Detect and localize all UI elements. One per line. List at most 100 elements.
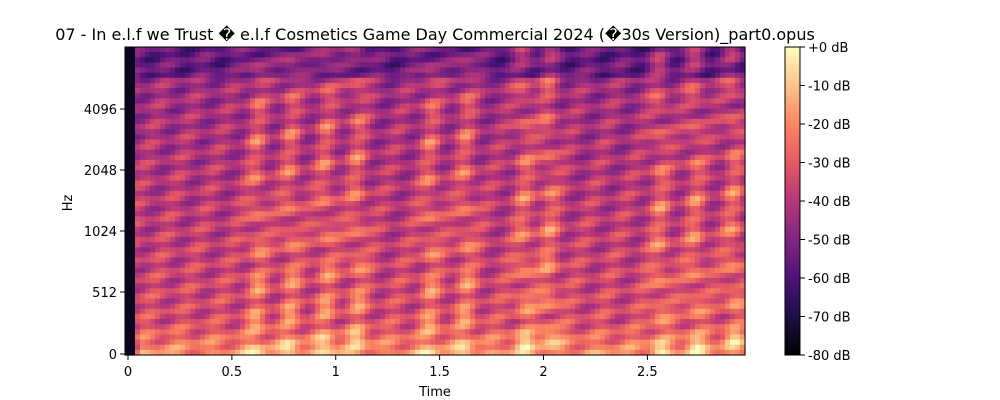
heatmap-cell bbox=[295, 180, 301, 187]
heatmap-cell bbox=[375, 113, 381, 120]
heatmap-cell bbox=[290, 262, 296, 269]
heatmap-cell bbox=[390, 329, 396, 336]
heatmap-cell bbox=[170, 221, 176, 228]
heatmap-cell bbox=[200, 77, 206, 84]
heatmap-cell bbox=[375, 247, 381, 253]
heatmap-cell bbox=[135, 262, 141, 269]
heatmap-cell bbox=[490, 334, 496, 341]
heatmap-cell bbox=[225, 257, 231, 264]
heatmap-cell bbox=[515, 67, 521, 74]
heatmap-cell bbox=[485, 72, 491, 79]
heatmap-cell bbox=[210, 231, 216, 238]
heatmap-cell bbox=[335, 324, 341, 330]
heatmap-cell bbox=[145, 221, 151, 228]
heatmap-cell bbox=[340, 144, 346, 151]
heatmap-cell bbox=[525, 134, 531, 140]
heatmap-cell bbox=[530, 77, 536, 84]
heatmap-cell bbox=[530, 262, 536, 269]
heatmap-cell bbox=[345, 288, 351, 294]
heatmap-cell bbox=[190, 129, 196, 135]
heatmap-cell bbox=[355, 201, 361, 207]
heatmap-cell bbox=[235, 231, 241, 238]
heatmap-cell bbox=[260, 159, 266, 166]
heatmap-cell bbox=[345, 175, 351, 182]
heatmap-cell bbox=[255, 139, 261, 146]
heatmap-cell bbox=[145, 329, 151, 336]
heatmap-cell bbox=[515, 175, 521, 182]
heatmap-cell bbox=[175, 247, 181, 253]
heatmap-cell bbox=[340, 129, 346, 135]
heatmap-cell bbox=[275, 262, 281, 269]
heatmap-cell bbox=[180, 118, 186, 125]
heatmap-cell bbox=[155, 272, 161, 279]
heatmap-cell bbox=[480, 221, 486, 228]
heatmap-cell bbox=[485, 57, 491, 63]
heatmap-cell bbox=[305, 247, 311, 253]
heatmap-cell bbox=[270, 77, 276, 84]
heatmap-cell bbox=[390, 344, 396, 351]
heatmap-cell bbox=[210, 226, 216, 233]
heatmap-cell bbox=[480, 216, 486, 223]
heatmap-cell bbox=[280, 170, 286, 176]
heatmap-cell bbox=[535, 77, 541, 84]
heatmap-cell bbox=[230, 226, 236, 233]
heatmap-cell bbox=[455, 324, 461, 330]
heatmap-cell bbox=[270, 113, 276, 120]
heatmap-cell bbox=[230, 349, 236, 356]
heatmap-cell bbox=[415, 206, 421, 212]
heatmap-cell bbox=[130, 272, 136, 279]
heatmap-cell bbox=[515, 226, 521, 233]
heatmap-cell bbox=[470, 98, 476, 105]
heatmap-cell bbox=[220, 175, 226, 182]
heatmap-cell bbox=[230, 108, 236, 115]
heatmap-cell bbox=[185, 231, 191, 238]
heatmap-cell bbox=[135, 288, 141, 294]
heatmap-cell bbox=[260, 211, 266, 217]
heatmap-cell bbox=[370, 175, 376, 182]
heatmap-cell bbox=[385, 329, 391, 336]
heatmap-cell bbox=[425, 272, 431, 279]
heatmap-cell bbox=[275, 118, 281, 125]
heatmap-cell bbox=[365, 52, 371, 58]
heatmap-cell bbox=[245, 170, 251, 176]
heatmap-cell bbox=[280, 134, 286, 140]
heatmap-cell bbox=[225, 175, 231, 182]
heatmap-cell bbox=[515, 252, 521, 259]
heatmap-cell bbox=[150, 247, 156, 253]
heatmap-cell bbox=[495, 149, 501, 156]
heatmap-cell bbox=[510, 298, 516, 305]
heatmap-cell bbox=[230, 242, 236, 248]
heatmap-cell bbox=[225, 211, 231, 217]
heatmap-cell bbox=[375, 108, 381, 115]
heatmap-cell bbox=[465, 278, 471, 284]
heatmap-cell bbox=[330, 57, 336, 63]
heatmap-cell bbox=[275, 339, 281, 346]
heatmap-cell bbox=[195, 170, 201, 176]
heatmap-cell bbox=[185, 349, 191, 356]
heatmap-cell bbox=[375, 118, 381, 125]
heatmap-cell bbox=[365, 288, 371, 294]
heatmap-cell bbox=[185, 159, 191, 166]
heatmap-cell bbox=[175, 62, 181, 69]
heatmap-cell bbox=[260, 93, 266, 99]
heatmap-cell bbox=[235, 293, 241, 300]
heatmap-cell bbox=[535, 344, 541, 351]
heatmap-cell bbox=[515, 267, 521, 274]
heatmap-cell bbox=[540, 98, 546, 105]
heatmap-cell bbox=[320, 72, 326, 79]
heatmap-cell bbox=[355, 283, 361, 289]
heatmap-cell bbox=[155, 88, 161, 94]
heatmap-cell bbox=[455, 108, 461, 115]
heatmap-cell bbox=[290, 298, 296, 305]
heatmap-cell bbox=[455, 242, 461, 248]
heatmap-cell bbox=[280, 329, 286, 336]
heatmap-cell bbox=[235, 129, 241, 135]
heatmap-cell bbox=[230, 216, 236, 223]
heatmap-cell bbox=[345, 144, 351, 151]
heatmap-cell bbox=[295, 257, 301, 264]
heatmap-cell bbox=[160, 93, 166, 99]
heatmap-cell bbox=[425, 175, 431, 182]
heatmap-cell bbox=[230, 134, 236, 140]
heatmap-cell bbox=[400, 190, 406, 197]
heatmap-cell bbox=[480, 308, 486, 315]
